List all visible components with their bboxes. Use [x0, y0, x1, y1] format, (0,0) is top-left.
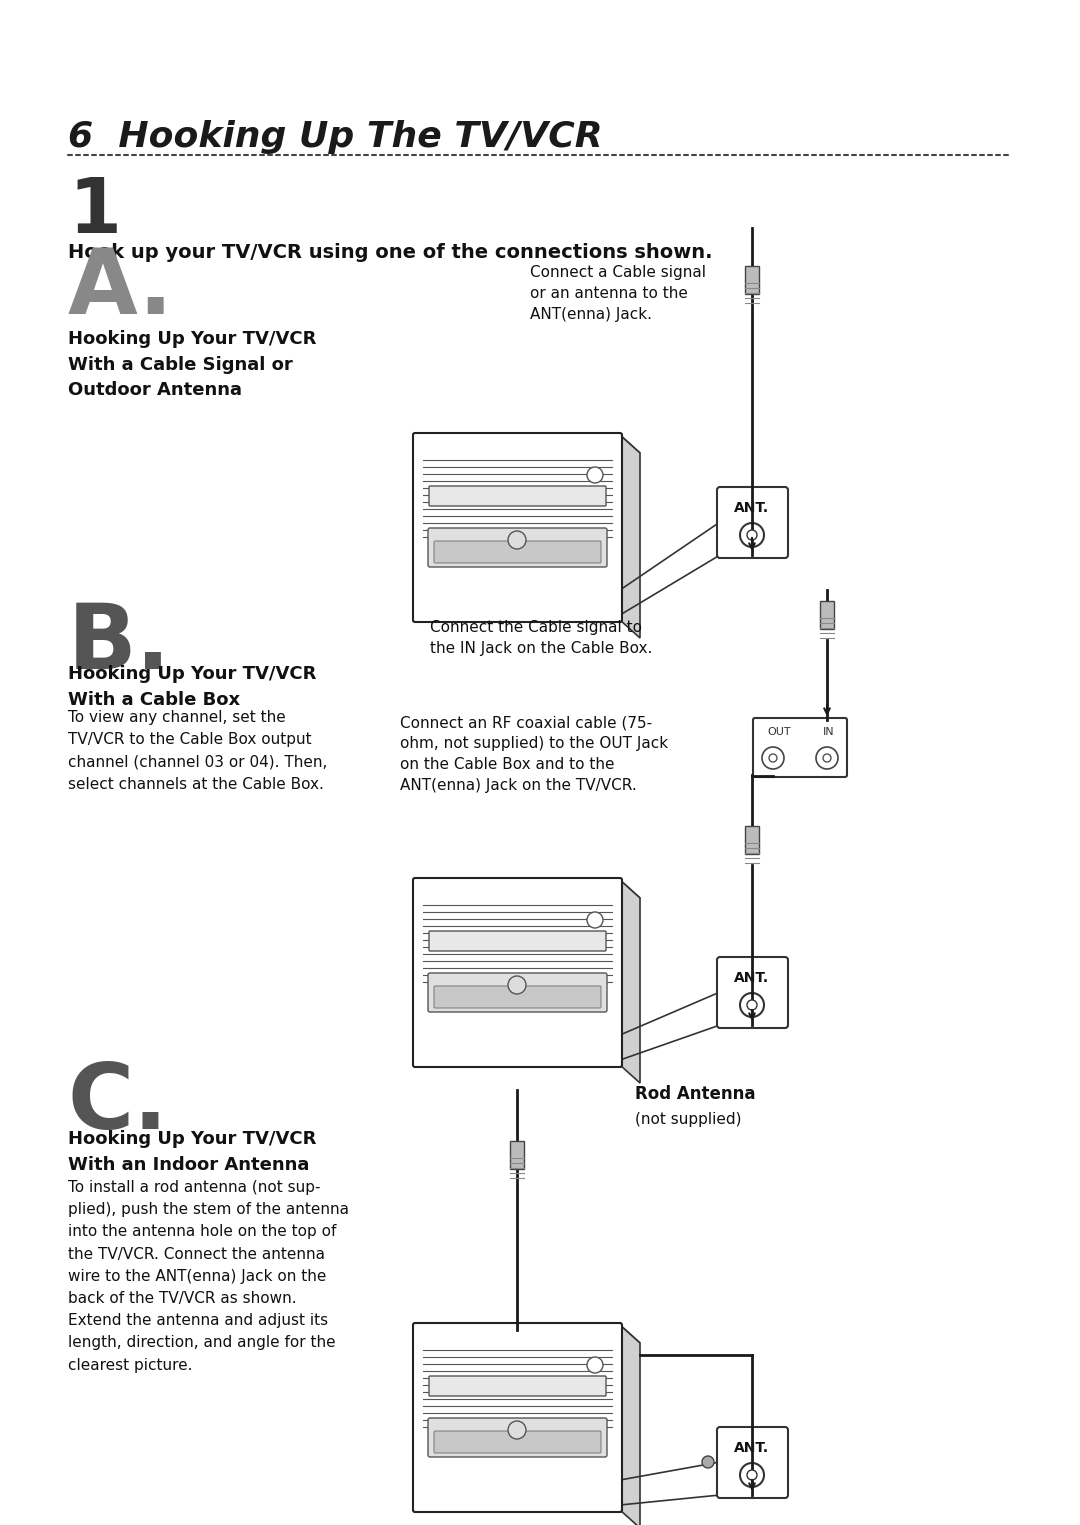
Circle shape	[588, 467, 603, 483]
Polygon shape	[415, 1325, 640, 1344]
FancyBboxPatch shape	[428, 528, 607, 567]
Text: To install a rod antenna (not sup-
plied), push the stem of the antenna
into the: To install a rod antenna (not sup- plied…	[68, 1180, 349, 1373]
Polygon shape	[620, 880, 640, 1083]
Text: Hooking Up Your TV/VCR
With a Cable Box: Hooking Up Your TV/VCR With a Cable Box	[68, 665, 316, 709]
Circle shape	[747, 531, 757, 540]
Text: (not supplied): (not supplied)	[635, 1112, 742, 1127]
Circle shape	[740, 1462, 764, 1487]
Text: 1: 1	[68, 175, 121, 249]
Bar	[510, 1141, 524, 1170]
Circle shape	[816, 747, 838, 769]
FancyBboxPatch shape	[429, 486, 606, 506]
Text: Connect a Cable signal
or an antenna to the
ANT(enna) Jack.: Connect a Cable signal or an antenna to …	[530, 265, 706, 322]
Text: 6  Hooking Up The TV/VCR: 6 Hooking Up The TV/VCR	[68, 120, 603, 154]
FancyBboxPatch shape	[413, 433, 622, 622]
Text: B.: B.	[68, 599, 171, 688]
FancyBboxPatch shape	[429, 1376, 606, 1395]
Text: Connect an RF coaxial cable (75-
ohm, not supplied) to the OUT Jack
on the Cable: Connect an RF coaxial cable (75- ohm, no…	[400, 715, 669, 793]
FancyBboxPatch shape	[717, 958, 788, 1028]
FancyBboxPatch shape	[429, 930, 606, 952]
Bar	[820, 601, 834, 628]
Polygon shape	[620, 1325, 640, 1525]
Text: Rod Antenna: Rod Antenna	[635, 1084, 756, 1103]
Circle shape	[508, 531, 526, 549]
Text: Hooking Up Your TV/VCR
With a Cable Signal or
Outdoor Antenna: Hooking Up Your TV/VCR With a Cable Sign…	[68, 329, 316, 400]
FancyBboxPatch shape	[434, 1430, 600, 1453]
Circle shape	[747, 1000, 757, 1010]
Text: A.: A.	[68, 246, 174, 332]
FancyBboxPatch shape	[428, 1418, 607, 1456]
FancyBboxPatch shape	[434, 541, 600, 563]
Circle shape	[588, 912, 603, 929]
Bar	[745, 827, 759, 854]
FancyBboxPatch shape	[413, 1324, 622, 1511]
Text: OUT: OUT	[767, 727, 791, 737]
FancyBboxPatch shape	[717, 1427, 788, 1498]
Text: ANT.: ANT.	[734, 502, 770, 515]
Text: Hooking Up Your TV/VCR
With an Indoor Antenna: Hooking Up Your TV/VCR With an Indoor An…	[68, 1130, 316, 1174]
Bar	[745, 265, 759, 294]
FancyBboxPatch shape	[413, 878, 622, 1068]
Text: ANT.: ANT.	[734, 1441, 770, 1455]
Circle shape	[588, 1357, 603, 1372]
Circle shape	[508, 976, 526, 994]
Circle shape	[508, 1421, 526, 1440]
Circle shape	[769, 753, 777, 762]
Polygon shape	[620, 435, 640, 637]
FancyBboxPatch shape	[428, 973, 607, 1013]
FancyBboxPatch shape	[434, 987, 600, 1008]
Circle shape	[747, 1470, 757, 1479]
Circle shape	[762, 747, 784, 769]
Circle shape	[740, 523, 764, 547]
Text: IN: IN	[823, 727, 835, 737]
Circle shape	[702, 1456, 714, 1469]
Polygon shape	[415, 880, 640, 898]
Circle shape	[740, 993, 764, 1017]
Text: To view any channel, set the
TV/VCR to the Cable Box output
channel (channel 03 : To view any channel, set the TV/VCR to t…	[68, 711, 327, 791]
FancyBboxPatch shape	[753, 718, 847, 778]
Text: ANT.: ANT.	[734, 971, 770, 985]
FancyBboxPatch shape	[717, 486, 788, 558]
Text: Connect the Cable signal to
the IN Jack on the Cable Box.: Connect the Cable signal to the IN Jack …	[430, 621, 652, 656]
Text: Hook up your TV/VCR using one of the connections shown.: Hook up your TV/VCR using one of the con…	[68, 242, 713, 262]
Text: C.: C.	[68, 1060, 168, 1148]
Polygon shape	[415, 435, 640, 453]
Circle shape	[823, 753, 831, 762]
